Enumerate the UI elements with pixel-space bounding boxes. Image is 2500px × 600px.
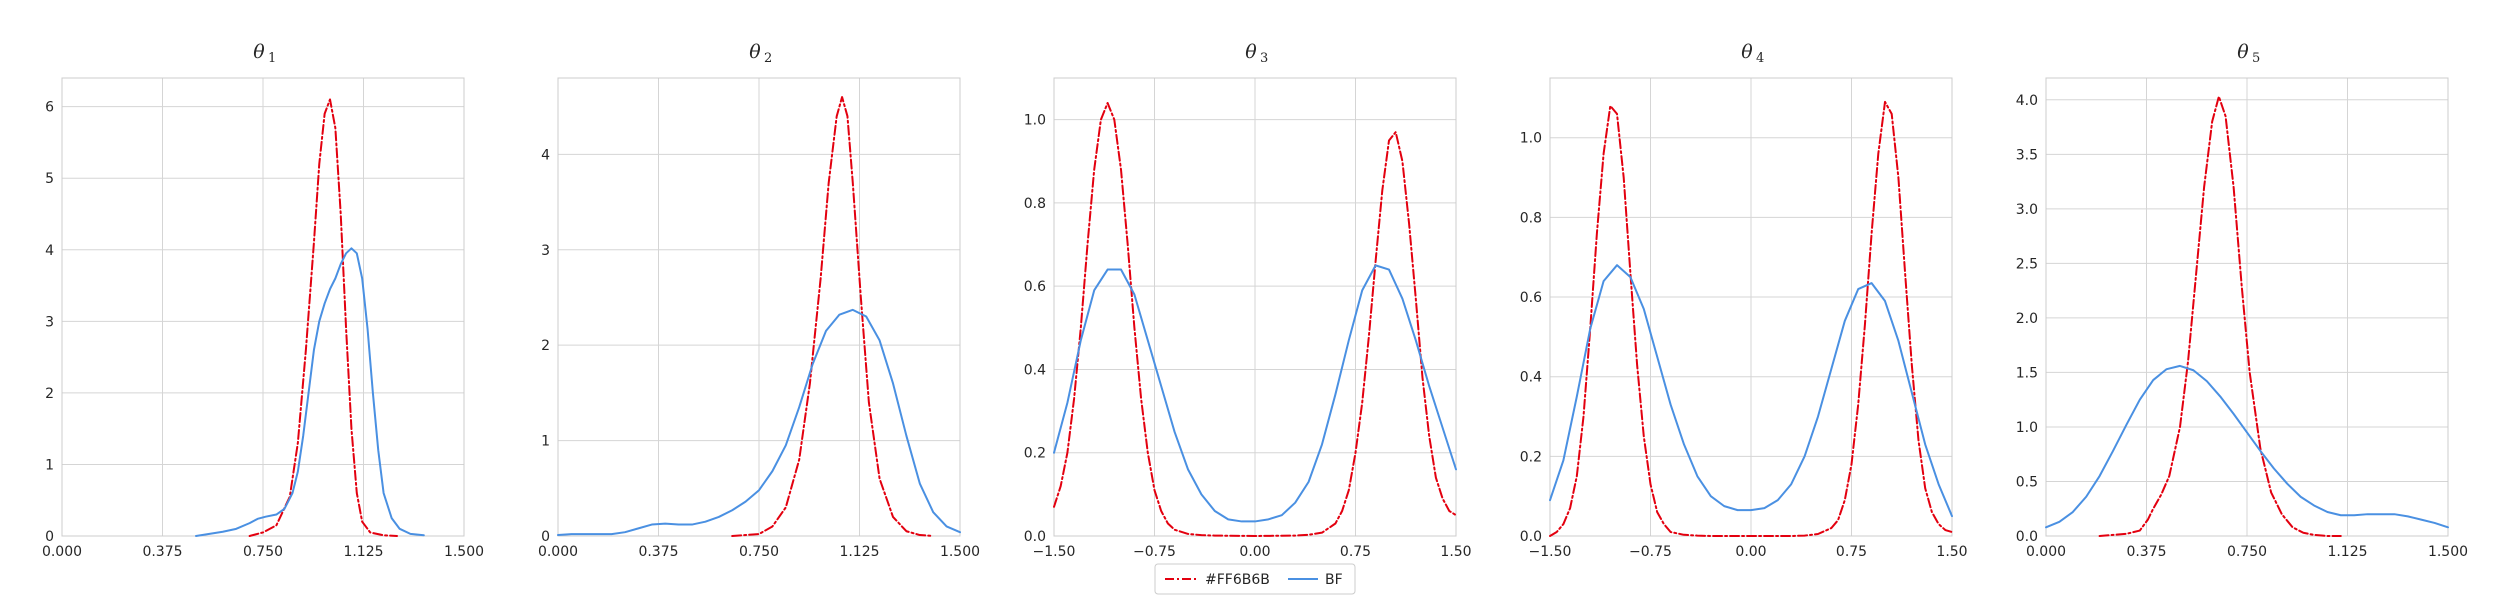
x-tick-label: 1.500 (2428, 544, 2468, 560)
series-line-ff6b6b (1053, 101, 1457, 537)
panel-title-subscript: 1 (268, 51, 276, 66)
series-line-ff6b6b (1549, 100, 1953, 537)
series-line-ff6b6b (731, 96, 935, 537)
x-tick-label: −0.75 (1133, 544, 1176, 560)
y-tick-label: 4 (45, 243, 54, 259)
y-tick-label: 0.6 (1024, 279, 1046, 295)
panel-title-subscript: 2 (764, 51, 772, 66)
x-tick-label: 1.50 (1440, 544, 1471, 560)
x-tick-label: 1.50 (1936, 544, 1967, 560)
panel-title-subscript: 5 (2252, 51, 2260, 66)
y-tick-label: 4 (541, 147, 550, 163)
x-tick-label: 1.125 (839, 544, 879, 560)
panel-title-subscript: 3 (1260, 51, 1268, 66)
y-tick-label: 0.2 (1024, 446, 1046, 462)
x-tick-label: 0.75 (1836, 544, 1867, 560)
series-line-bf (557, 308, 961, 537)
series-line-ff6b6b (2098, 95, 2342, 537)
x-tick-label: 1.125 (343, 544, 383, 560)
y-tick-label: 1.0 (1520, 131, 1542, 147)
axes-frame (2045, 77, 2449, 537)
x-tick-label: 0.00 (1735, 544, 1766, 560)
y-tick-label: 2 (45, 386, 54, 402)
legend-label-0: #FF6B6B (1205, 572, 1270, 588)
y-tick-label: 0.5 (2016, 474, 2038, 490)
y-tick-label: 0.8 (1024, 196, 1046, 212)
y-tick-label: 1 (541, 434, 550, 450)
y-tick-label: 0.8 (1520, 210, 1542, 226)
x-tick-label: −1.50 (1529, 544, 1572, 560)
x-tick-label: −1.50 (1033, 544, 1076, 560)
series-line-bf (2045, 364, 2449, 529)
y-tick-label: 0.0 (1520, 529, 1542, 545)
panel-title: θ (1245, 41, 1257, 63)
x-tick-label: 0.75 (1340, 544, 1371, 560)
legend: #FF6B6B BF (1154, 563, 1356, 595)
x-tick-label: 1.500 (444, 544, 484, 560)
y-tick-label: 3.0 (2016, 202, 2038, 218)
y-tick-label: 0.4 (1520, 370, 1542, 386)
y-tick-label: 1.5 (2016, 365, 2038, 381)
series-line-bf (1053, 264, 1457, 523)
panel-5: 0.000 0.375 0.750 1.125 1.500 0.0 0.5 1.0 1.5 2.0… (2016, 41, 2468, 560)
y-tick-label: 0.0 (1024, 529, 1046, 545)
legend-label-1: BF (1325, 572, 1343, 588)
series-line-bf (195, 247, 425, 537)
y-tick-label: 1.0 (1024, 113, 1046, 129)
x-tick-label: −0.75 (1629, 544, 1672, 560)
x-tick-label: 0.750 (2227, 544, 2267, 560)
y-tick-label: 6 (45, 100, 54, 116)
panel-title-subscript: 4 (1756, 51, 1764, 66)
x-tick-label: 0.750 (243, 544, 283, 560)
panel-title: θ (2237, 41, 2249, 63)
y-tick-label: 0.0 (2016, 529, 2038, 545)
y-tick-label: 1 (45, 457, 54, 473)
panel-3: −1.50 −0.75 0.00 0.75 1.50 0.0 0.2 0.4 0.6 0.8 1.0… (1024, 41, 1472, 560)
legend-frame (1154, 563, 1356, 595)
y-tick-label: 3 (45, 314, 54, 330)
axes-frame (557, 77, 961, 537)
x-tick-label: 0.750 (739, 544, 779, 560)
y-tick-label: 0.2 (1520, 449, 1542, 465)
y-tick-label: 0.6 (1520, 290, 1542, 306)
panel-title: θ (253, 41, 265, 63)
panel-title: θ (1741, 41, 1753, 63)
x-tick-label: 0.000 (42, 544, 82, 560)
x-tick-label: 0.375 (638, 544, 678, 560)
y-tick-label: 1.0 (2016, 420, 2038, 436)
y-tick-label: 0.4 (1024, 362, 1046, 378)
x-tick-label: 0.000 (2026, 544, 2066, 560)
y-tick-label: 0 (541, 529, 550, 545)
y-tick-label: 4.0 (2016, 93, 2038, 109)
x-tick-label: 1.500 (940, 544, 980, 560)
series-line-bf (1549, 264, 1953, 518)
x-tick-label: 1.125 (2327, 544, 2367, 560)
y-tick-label: 2.5 (2016, 256, 2038, 272)
x-tick-label: 0.375 (2126, 544, 2166, 560)
x-tick-label: 0.375 (142, 544, 182, 560)
x-tick-label: 0.000 (538, 544, 578, 560)
series-line-ff6b6b (248, 98, 398, 537)
y-tick-label: 3.5 (2016, 147, 2038, 163)
y-tick-label: 3 (541, 243, 550, 259)
panel-title: θ (749, 41, 761, 63)
x-tick-label: 0.00 (1239, 544, 1270, 560)
y-tick-label: 5 (45, 171, 54, 187)
axes-frame (61, 77, 465, 537)
y-tick-label: 0 (45, 529, 54, 545)
panel-4: −1.50 −0.75 0.00 0.75 1.50 0.0 0.2 0.4 0.6 0.8 1.0… (1520, 41, 1968, 560)
y-tick-label: 2.0 (2016, 311, 2038, 327)
y-tick-label: 2 (541, 338, 550, 354)
